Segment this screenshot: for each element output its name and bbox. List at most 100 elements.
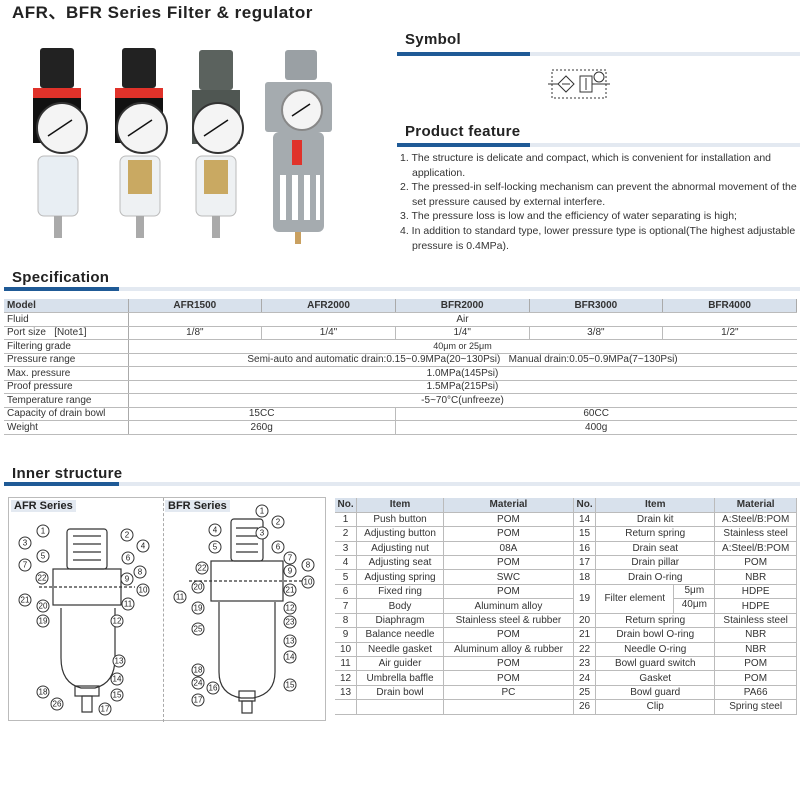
part-item: Needle gasket [356, 642, 444, 658]
part-item: Push button [356, 512, 444, 528]
row-label: Temperature range [4, 393, 129, 408]
temperature-value: -5~70°C(unfreeze) [128, 393, 797, 408]
part-no: 18 [573, 569, 597, 585]
part-item: Drain bowl O-ring [595, 627, 716, 643]
part-item: Bowl guard switch [595, 656, 716, 672]
part-item: Filter element 5μm 40μm [595, 584, 716, 614]
callout-number: 7 [283, 551, 297, 565]
feature-item: 4. In addition to standard type, lower p… [400, 224, 796, 252]
product-bfr2000-photo [192, 50, 244, 238]
inner-divider [4, 482, 800, 486]
callout-number: 16 [206, 681, 220, 695]
callout-number: 12 [283, 601, 297, 615]
part-material: HDPE [714, 598, 797, 614]
callout-number: 19 [191, 601, 205, 615]
callout-number: 14 [110, 672, 124, 686]
part-item: Drain seat [595, 541, 716, 557]
part-item: Needle O-ring [595, 642, 716, 658]
part-material: POM [443, 627, 574, 643]
spec-table: Model AFR1500 AFR2000 BFR2000 BFR3000 BFR4000… [4, 299, 797, 435]
part-material: POM [443, 526, 574, 542]
filter-grade: 40μm [681, 598, 707, 610]
callout-number: 14 [283, 650, 297, 664]
part-no: 4 [335, 555, 358, 571]
callout-number: 2 [120, 528, 134, 542]
structure-diagram: AFR Series BFR Series 1 2 3 4 5 6 7 8 22 9 10 21 11 2… [8, 497, 326, 722]
model-afr1500: AFR1500 [128, 299, 263, 313]
callout-number: 18 [36, 685, 50, 699]
callout-number: 4 [136, 539, 150, 553]
table-row: 12 Umbrella baffle POM 24 Gasket POM [335, 670, 797, 686]
diagram-separator [163, 498, 164, 722]
callout-number: 13 [112, 654, 126, 668]
parts-table: No. Item Material No. Item Material 1 Push butt… [335, 498, 797, 715]
callout-number: 4 [208, 523, 222, 537]
table-row: 10 Needle gasket Aluminum alloy & rubber 22… [335, 642, 797, 658]
part-no: 13 [335, 685, 358, 701]
part-item: Air guider [356, 656, 444, 672]
feature-item: 1. The structure is delicate and compact… [400, 152, 772, 179]
part-item: Drain bowl [356, 685, 444, 701]
callout-number: 20 [36, 599, 50, 613]
bowl-value: 15CC [128, 407, 396, 421]
spec-row-temp: Temperature range -5~70°C(unfreeze) [4, 393, 797, 408]
callout-number: 25 [191, 622, 205, 636]
part-no: 20 [573, 613, 597, 629]
part-material: HDPE [714, 584, 797, 600]
callout-number: 1 [36, 524, 50, 538]
bfr-cross-section [189, 518, 309, 714]
part-item: Umbrella baffle [356, 670, 444, 686]
row-label: Model [4, 299, 129, 313]
callout-number: 5 [208, 540, 222, 554]
callout-number: 21 [283, 583, 297, 597]
callout-number: 19 [36, 614, 50, 628]
row-label: Capacity of drain bowl [4, 407, 129, 421]
part-no [335, 699, 358, 715]
port-value: 1/4" [261, 326, 396, 340]
part-no: 15 [573, 526, 597, 542]
spec-row-fluid: Fluid Air [4, 312, 797, 327]
part-no: 24 [573, 670, 597, 686]
callout-number: 11 [121, 597, 135, 611]
callout-number: 24 [191, 676, 205, 690]
symbol-divider [397, 52, 800, 56]
inner-heading: Inner structure [12, 465, 123, 482]
part-material: Stainless steel [714, 526, 797, 542]
part-material: 08A [443, 541, 574, 557]
part-item: Diaphragm [356, 613, 444, 629]
spec-row-port: Port size [Note1] 1/8" 1/4" 1/4" 3/8" 1/2" [4, 326, 797, 340]
table-row: 3 Adjusting nut 08A 16 Drain seat A:Steel/B:P… [335, 541, 797, 557]
part-material: NBR [714, 569, 797, 585]
port-value: 1/2" [662, 326, 797, 340]
part-item: Adjusting button [356, 526, 444, 542]
column-header: No. [335, 498, 358, 513]
part-item: Drain kit [595, 512, 716, 528]
table-row: 11 Air guider POM 23 Bowl guard switch POM [335, 656, 797, 672]
spec-row-weight: Weight 260g 400g [4, 420, 797, 435]
part-no: 8 [335, 613, 358, 629]
product-photo-illustration [33, 48, 332, 244]
row-label: Port size [Note1] [4, 326, 129, 340]
part-material: NBR [714, 627, 797, 643]
part-material: NBR [714, 642, 797, 658]
model-bfr4000: BFR4000 [662, 299, 797, 313]
table-row: 9 Balance needle POM 21 Drain bowl O-ring NBR [335, 627, 797, 643]
part-no: 21 [573, 627, 597, 643]
part-no: 9 [335, 627, 358, 643]
feature-list: 1. The structure is delicate and compact… [400, 151, 800, 253]
parts-header-row: No. Item Material No. Item Material [335, 498, 797, 513]
table-row: 8 Diaphragm Stainless steel & rubber 20 Retu… [335, 613, 797, 629]
product-photos [0, 30, 390, 250]
part-material: POM [714, 555, 797, 571]
table-row: 1 Push button POM 14 Drain kit A:Steel/B:POM [335, 512, 797, 528]
spec-row-proof: Proof pressure 1.5MPa(215Psi) [4, 380, 797, 394]
table-row: 5 Adjusting spring SWC 18 Drain O-ring NBR [335, 569, 797, 585]
part-item [356, 699, 444, 715]
filter-grade: 5μm [674, 585, 715, 599]
part-no: 2 [335, 526, 358, 542]
part-material: POM [714, 656, 797, 672]
model-bfr3000: BFR3000 [529, 299, 664, 313]
symbol-heading: Symbol [405, 31, 461, 48]
part-no: 25 [573, 685, 597, 701]
column-header: Item [356, 498, 444, 513]
